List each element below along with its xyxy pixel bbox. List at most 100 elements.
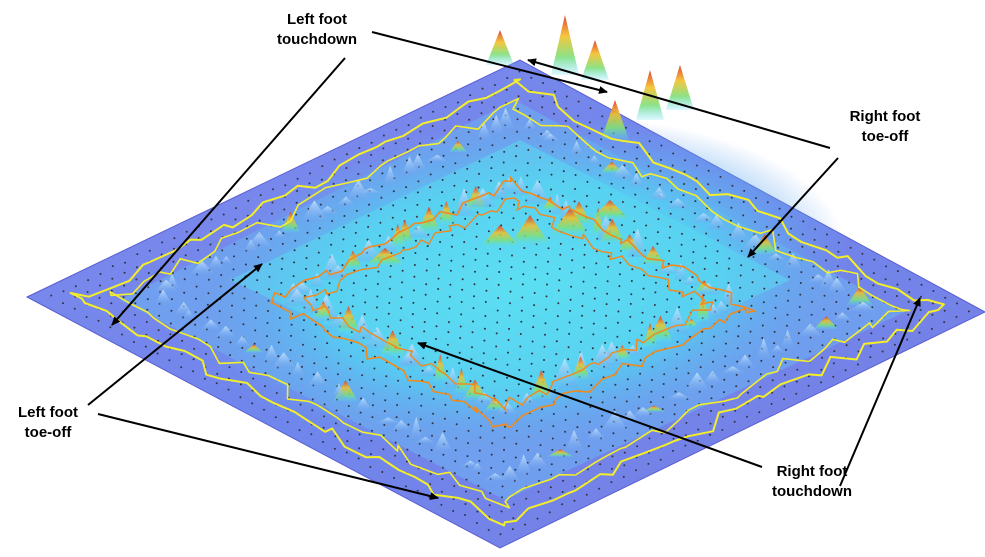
grid-dot (774, 317, 777, 320)
grid-dot (110, 289, 113, 292)
ridge-spike (398, 352, 418, 365)
grid-dot (355, 209, 358, 212)
ridge-spike (587, 155, 601, 165)
grid-dot (470, 358, 473, 361)
grid-dot (492, 416, 495, 419)
grid-dot (667, 273, 670, 276)
grid-dot (534, 266, 537, 269)
grid-dot (334, 422, 337, 425)
grid-dot (762, 312, 765, 315)
grid-dot (591, 347, 594, 350)
grid-dot (502, 473, 504, 476)
grid-dot (586, 194, 588, 197)
grid-dot (521, 296, 524, 299)
ridge-spike (234, 335, 251, 347)
grid-dot (621, 201, 624, 203)
ridge-spike (695, 293, 710, 322)
grid-dot (371, 404, 374, 407)
grid-dot (443, 430, 446, 433)
grid-dot (491, 442, 494, 445)
grid-dot (491, 144, 494, 147)
grid-dot (554, 364, 557, 367)
grid-dot (332, 182, 335, 185)
grid-dot (440, 503, 443, 506)
grid-dot (243, 297, 246, 300)
grid-dot (416, 489, 419, 492)
grid-dot (254, 329, 257, 332)
grid-dot (459, 325, 462, 328)
grid-dot (529, 387, 532, 390)
grid-dot (476, 498, 479, 500)
ridge-spike (665, 392, 693, 400)
grid-dot (593, 309, 596, 312)
grid-dot (531, 352, 534, 355)
grid-dot (132, 341, 135, 343)
grid-dot (599, 164, 602, 167)
grid-dot (254, 317, 257, 319)
grid-dot (955, 315, 958, 318)
grid-dot (518, 369, 521, 371)
grid-dot (372, 392, 375, 395)
grid-dot (449, 283, 452, 286)
grid-dot (430, 449, 433, 451)
grid-dot (431, 434, 433, 437)
grid-dot (429, 173, 432, 176)
grid-dot (561, 503, 564, 506)
grid-dot (539, 444, 542, 447)
grid-dot (328, 282, 331, 285)
grid-dot (544, 333, 546, 336)
grid-dot (473, 283, 476, 286)
grid-dot (704, 257, 707, 260)
grid-dot (610, 481, 613, 484)
grid-dot (637, 407, 640, 410)
grid-dot (206, 303, 209, 306)
grid-dot (218, 321, 221, 324)
grid-dot (404, 209, 407, 212)
grid-dot (264, 372, 267, 375)
grid-dot (588, 420, 591, 423)
grid-dot (442, 165, 444, 168)
grid-dot (503, 436, 506, 439)
grid-dot (243, 285, 246, 288)
ridge-spike (735, 354, 755, 368)
grid-dot (380, 196, 383, 199)
grid-dot (346, 440, 349, 443)
grid-dot (479, 436, 482, 439)
label-right-foot-toe-off: Right foot toe-off (830, 107, 940, 147)
grid-dot (956, 302, 958, 305)
grid-dot (490, 453, 493, 456)
grid-dot (348, 378, 351, 381)
grid-dot (394, 441, 397, 444)
grid-dot (326, 342, 329, 345)
grid-dot (749, 341, 751, 344)
grid-dot (698, 390, 701, 393)
grid-dot (536, 517, 539, 520)
grid-dot (648, 427, 651, 430)
grid-dot (463, 241, 466, 243)
inner-foot-path (270, 176, 756, 429)
grid-dot (464, 217, 467, 220)
grid-dot (314, 335, 317, 338)
grid-dot (532, 314, 535, 317)
grid-dot (505, 399, 507, 402)
grid-dot (684, 159, 686, 162)
grid-dot (761, 337, 764, 339)
grid-dot (724, 355, 727, 358)
grid-dot (561, 206, 564, 209)
grid-dot (423, 321, 426, 323)
grid-dot (825, 259, 827, 262)
grid-dot (638, 384, 641, 387)
grid-dot (570, 271, 573, 274)
grid-dot (896, 283, 899, 286)
grid-dot (478, 459, 481, 462)
grid-dot (268, 275, 271, 278)
grid-dot (158, 314, 161, 317)
grid-dot (358, 447, 361, 450)
grid-dot (545, 308, 547, 311)
grid-dot (383, 424, 386, 426)
grid-dot (354, 231, 357, 234)
grid-dot (764, 263, 767, 266)
ridge-spike (488, 181, 510, 200)
ridge-spike (365, 248, 405, 266)
grid-dot (207, 278, 210, 281)
